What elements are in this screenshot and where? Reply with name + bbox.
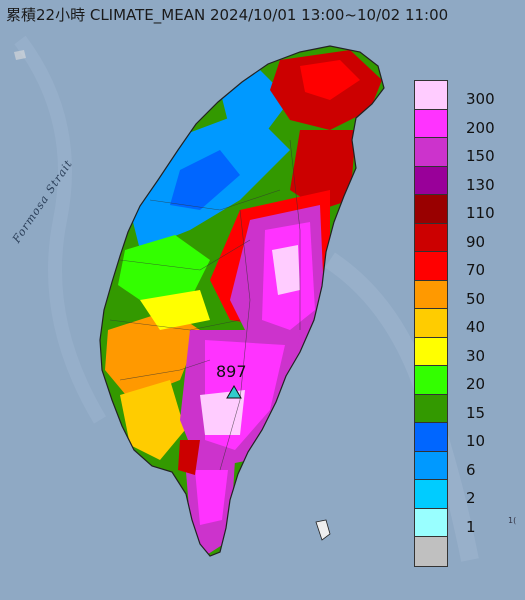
legend-label: 70 bbox=[466, 261, 486, 279]
legend-swatch bbox=[415, 280, 447, 309]
area-90mm-east bbox=[290, 130, 356, 210]
legend-label: 90 bbox=[466, 232, 486, 251]
legend-label: 50 bbox=[466, 289, 486, 308]
area-300mm-south bbox=[200, 390, 245, 435]
sea-texture-2 bbox=[14, 35, 107, 424]
legend-swatch bbox=[415, 366, 447, 395]
penghu-island bbox=[14, 50, 26, 60]
legend-label: 200 bbox=[466, 118, 495, 137]
legend-swatch bbox=[415, 337, 447, 366]
legend-swatch bbox=[415, 223, 447, 252]
legend-label: 150 bbox=[466, 147, 495, 165]
legend-label: 30 bbox=[466, 346, 486, 365]
area-20mm bbox=[118, 235, 210, 300]
edge-label: 1( bbox=[508, 516, 517, 525]
legend-label: 130 bbox=[466, 175, 495, 194]
area-70mm-north bbox=[300, 60, 360, 100]
legend-label: 300 bbox=[466, 90, 495, 108]
max-value-label: 897 bbox=[216, 362, 247, 381]
area-50mm bbox=[105, 310, 200, 400]
legend-label: 20 bbox=[466, 375, 486, 393]
legend-swatch bbox=[415, 394, 447, 423]
county-borders bbox=[109, 139, 301, 471]
map-title: 累積22小時 CLIMATE_MEAN 2024/10/01 13:00~10/… bbox=[6, 6, 449, 24]
legend-swatch bbox=[415, 195, 447, 224]
legend-swatch bbox=[415, 423, 447, 452]
area-90mm-sw bbox=[178, 440, 200, 475]
area-40mm bbox=[120, 380, 185, 460]
legend-swatch bbox=[415, 138, 447, 167]
legend-label: 2 bbox=[466, 489, 476, 507]
legend-swatch bbox=[415, 508, 447, 537]
legend-label: 40 bbox=[466, 318, 486, 336]
legend-label: 110 bbox=[466, 204, 495, 222]
color-legend bbox=[414, 80, 448, 567]
legend-swatch bbox=[415, 109, 447, 138]
legend-swatch bbox=[415, 480, 447, 509]
legend-label: 10 bbox=[466, 432, 486, 450]
legend-swatch bbox=[415, 537, 447, 566]
legend-swatch bbox=[415, 166, 447, 195]
area-30mm bbox=[140, 290, 210, 330]
area-200mm-tip bbox=[195, 470, 228, 525]
legend-swatch bbox=[415, 309, 447, 338]
legend-swatch bbox=[415, 81, 447, 110]
legend-label: 1 bbox=[466, 517, 476, 536]
legend-swatch bbox=[415, 252, 447, 281]
green-island bbox=[315, 519, 331, 541]
area-10mm bbox=[170, 150, 240, 210]
area-300mm-north bbox=[272, 245, 300, 295]
legend-swatch bbox=[415, 451, 447, 480]
legend-label: 6 bbox=[466, 460, 476, 479]
triangle-marker-icon bbox=[226, 385, 242, 399]
legend-label: 15 bbox=[466, 403, 486, 422]
taiwan-outline bbox=[99, 45, 385, 557]
